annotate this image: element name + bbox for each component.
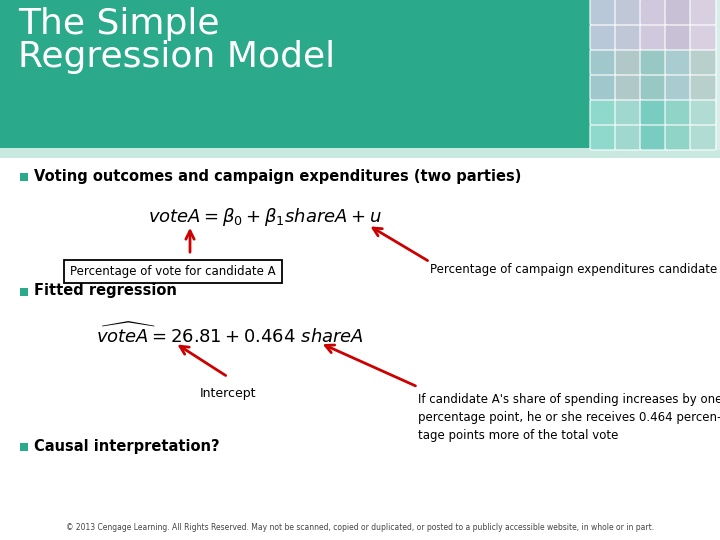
Text: © 2013 Cengage Learning. All Rights Reserved. May not be scanned, copied or dupl: © 2013 Cengage Learning. All Rights Rese… <box>66 523 654 532</box>
FancyBboxPatch shape <box>690 74 716 100</box>
FancyBboxPatch shape <box>640 99 666 125</box>
FancyBboxPatch shape <box>665 0 691 25</box>
FancyBboxPatch shape <box>640 0 666 25</box>
FancyBboxPatch shape <box>690 0 716 25</box>
FancyBboxPatch shape <box>690 99 716 125</box>
FancyBboxPatch shape <box>615 74 641 100</box>
FancyBboxPatch shape <box>690 24 716 50</box>
Text: $voteA = \beta_0 + \beta_1 shareA + u$: $voteA = \beta_0 + \beta_1 shareA + u$ <box>148 206 382 228</box>
FancyBboxPatch shape <box>640 49 666 75</box>
Bar <box>0 0 720 148</box>
Bar <box>590 0 720 150</box>
Bar <box>20 288 28 296</box>
FancyBboxPatch shape <box>690 124 716 150</box>
Bar <box>0 148 720 158</box>
FancyBboxPatch shape <box>665 74 691 100</box>
FancyBboxPatch shape <box>590 124 616 150</box>
FancyBboxPatch shape <box>665 49 691 75</box>
FancyBboxPatch shape <box>665 99 691 125</box>
FancyBboxPatch shape <box>640 124 666 150</box>
FancyBboxPatch shape <box>665 124 691 150</box>
FancyBboxPatch shape <box>640 24 666 50</box>
Bar <box>20 443 28 451</box>
Text: Causal interpretation?: Causal interpretation? <box>34 438 220 454</box>
FancyBboxPatch shape <box>615 49 641 75</box>
FancyBboxPatch shape <box>615 0 641 25</box>
FancyBboxPatch shape <box>590 0 616 25</box>
FancyBboxPatch shape <box>590 24 616 50</box>
FancyBboxPatch shape <box>590 74 616 100</box>
Text: Percentage of vote for candidate A: Percentage of vote for candidate A <box>70 265 275 278</box>
Text: Percentage of campaign expenditures candidate A: Percentage of campaign expenditures cand… <box>430 262 720 275</box>
Text: $\widehat{voteA} = 26.81 + 0.464\ shareA$: $\widehat{voteA} = 26.81 + 0.464\ shareA… <box>96 323 364 347</box>
Bar <box>20 173 28 181</box>
FancyBboxPatch shape <box>615 124 641 150</box>
Text: The Simple: The Simple <box>18 7 220 41</box>
FancyBboxPatch shape <box>590 99 616 125</box>
Text: If candidate A's share of spending increases by one
percentage point, he or she : If candidate A's share of spending incre… <box>418 393 720 442</box>
FancyBboxPatch shape <box>615 99 641 125</box>
FancyBboxPatch shape <box>63 260 282 282</box>
FancyBboxPatch shape <box>665 24 691 50</box>
FancyBboxPatch shape <box>615 24 641 50</box>
FancyBboxPatch shape <box>640 74 666 100</box>
Text: Regression Model: Regression Model <box>18 40 335 74</box>
Text: Intercept: Intercept <box>199 387 256 400</box>
Text: Fitted regression: Fitted regression <box>34 284 177 299</box>
Text: Voting outcomes and campaign expenditures (two parties): Voting outcomes and campaign expenditure… <box>34 168 521 184</box>
FancyBboxPatch shape <box>590 49 616 75</box>
FancyBboxPatch shape <box>690 49 716 75</box>
